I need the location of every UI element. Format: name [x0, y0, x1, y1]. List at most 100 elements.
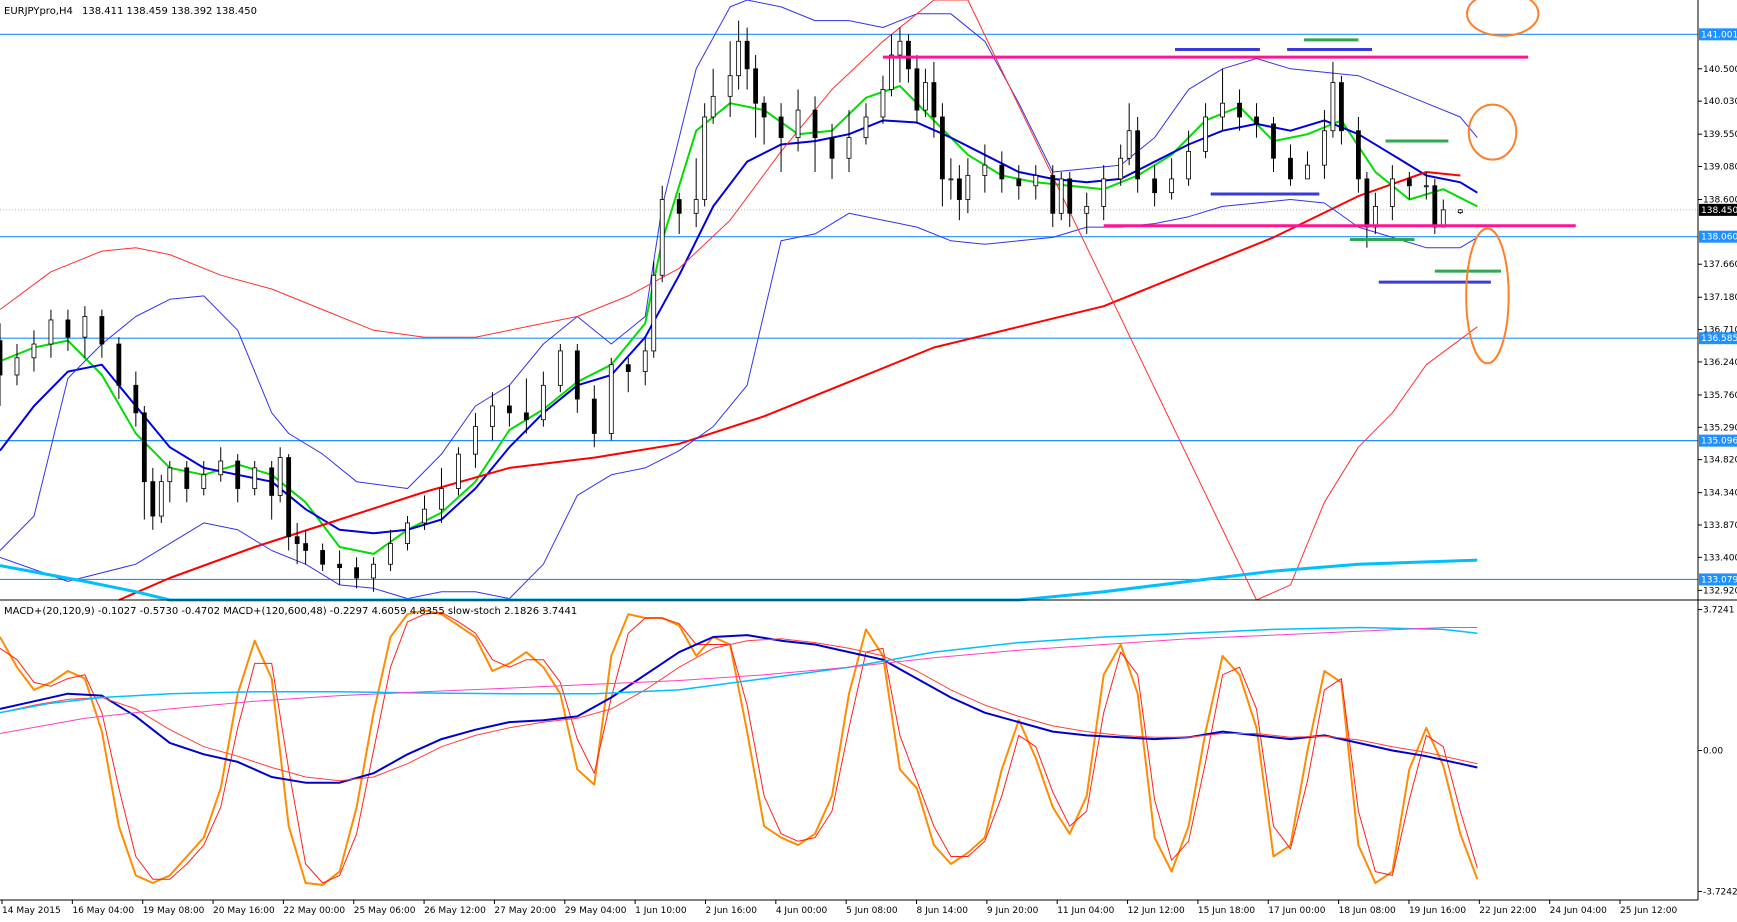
candle-70 — [965, 158, 971, 214]
candle-body — [1152, 178, 1158, 194]
candle-body — [1016, 178, 1022, 187]
candle-body — [931, 82, 937, 118]
candle-body — [1330, 82, 1336, 132]
candle-body — [65, 319, 71, 338]
candle-body — [1339, 82, 1344, 132]
x-tick-label-22: 24 Jun 04:00 — [1550, 906, 1607, 916]
candle-body — [303, 543, 309, 551]
level-tag-bg-0 — [1699, 28, 1737, 41]
x-tick-label-14: 9 Jun 20:00 — [987, 906, 1039, 916]
candle-body — [320, 550, 326, 565]
candle-body — [1271, 123, 1276, 159]
level-tag-7: 138.060 — [1701, 233, 1737, 243]
candle-body — [982, 164, 988, 176]
candle-body — [540, 384, 546, 421]
candle-46 — [693, 158, 699, 228]
candle-69 — [956, 165, 962, 221]
candle-18 — [269, 461, 275, 520]
candle-body — [557, 350, 563, 386]
candle-55 — [795, 89, 801, 152]
candle-71 — [982, 144, 988, 193]
candle-94 — [1330, 61, 1336, 138]
candle-body — [116, 343, 122, 386]
candle-15 — [218, 447, 224, 482]
ellipse-annotations — [1465, 0, 1540, 365]
x-tick-label-18: 17 Jun 00:00 — [1268, 906, 1325, 916]
x-tick-label-5: 25 May 06:00 — [354, 906, 416, 916]
candle-body — [965, 175, 971, 200]
candle-body — [235, 460, 241, 489]
x-tick-label-4: 22 May 00:00 — [283, 906, 345, 916]
candle-64 — [914, 55, 920, 124]
sub-line-2 — [0, 634, 1478, 784]
chart-symbol: EURJPYpro,H4 — [4, 6, 73, 17]
level-tag-0: 141.001 — [1701, 30, 1737, 40]
candle-body — [1423, 185, 1429, 188]
candle-body — [1118, 157, 1124, 180]
candle-73 — [1016, 165, 1022, 200]
candle-body — [506, 405, 512, 414]
candle-25 — [354, 557, 359, 589]
candle-body — [0, 340, 3, 376]
candle-87 — [1220, 68, 1225, 131]
candle-body — [1406, 178, 1412, 187]
candle-body — [490, 405, 495, 428]
drawn-segments — [882, 38, 1576, 284]
sub-panel-header: MACD+(20,120,9) -0.1027 -0.5730 -0.4702 … — [4, 606, 577, 617]
x-tick-label-10: 2 Jun 16:00 — [705, 906, 757, 916]
sub-line-1 — [0, 611, 1478, 884]
candle-body — [1067, 178, 1073, 214]
candle-body — [863, 116, 869, 139]
candle-body — [388, 543, 393, 565]
candle-34 — [506, 385, 512, 427]
x-tick-label-17: 15 Jun 18:00 — [1198, 906, 1255, 916]
candle-43 — [651, 261, 657, 358]
candle-body — [1186, 150, 1191, 180]
level-tag-bg-7 — [1699, 230, 1737, 243]
candle-body — [1135, 130, 1141, 180]
candle-4 — [65, 309, 71, 351]
candle-body — [999, 164, 1005, 180]
candle-60 — [880, 75, 886, 124]
candle-body — [473, 426, 478, 455]
candle-body — [218, 460, 224, 476]
candle-body — [523, 412, 529, 421]
candle-23 — [320, 543, 326, 572]
candle-52 — [753, 55, 759, 138]
candle-body — [676, 199, 682, 214]
y-tick-label-8: 137.660 — [1703, 260, 1737, 270]
candle-12 — [167, 461, 173, 503]
candle-body — [914, 68, 920, 111]
ellipse-2 — [1465, 227, 1510, 365]
candle-66 — [931, 61, 937, 138]
candle-body — [727, 75, 733, 97]
candle-75 — [1050, 165, 1056, 228]
candle-51 — [744, 27, 750, 90]
candle-84 — [1169, 158, 1175, 200]
candle-body — [48, 319, 54, 345]
candle-39 — [591, 385, 597, 448]
candle-22 — [303, 529, 309, 565]
candle-body — [141, 412, 147, 483]
sub-tick-label-2: -3.7242 — [1703, 887, 1737, 897]
sub-panel-lines — [0, 609, 1479, 886]
y-tick-label-2: 140.030 — [1703, 97, 1737, 107]
candle-body — [1305, 164, 1310, 180]
sub-axis: 3.7241 0.00 -3.7242 — [1698, 606, 1737, 897]
sub-line-5 — [0, 627, 1478, 734]
level-tag-bg-20 — [1699, 573, 1737, 586]
x-tick-label-16: 12 Jun 12:00 — [1128, 906, 1185, 916]
candle-body — [422, 508, 427, 524]
candle-37 — [557, 344, 563, 393]
candle-body — [574, 350, 580, 400]
candle-body — [812, 109, 818, 139]
candle-85 — [1186, 130, 1191, 186]
candle-body — [82, 316, 88, 338]
candle-0 — [0, 323, 3, 406]
sub-line-0 — [0, 609, 1479, 886]
candle-32 — [473, 412, 478, 468]
level-tag-bg-11 — [1699, 332, 1737, 345]
candle-6 — [99, 309, 105, 358]
candle-body — [753, 68, 759, 104]
